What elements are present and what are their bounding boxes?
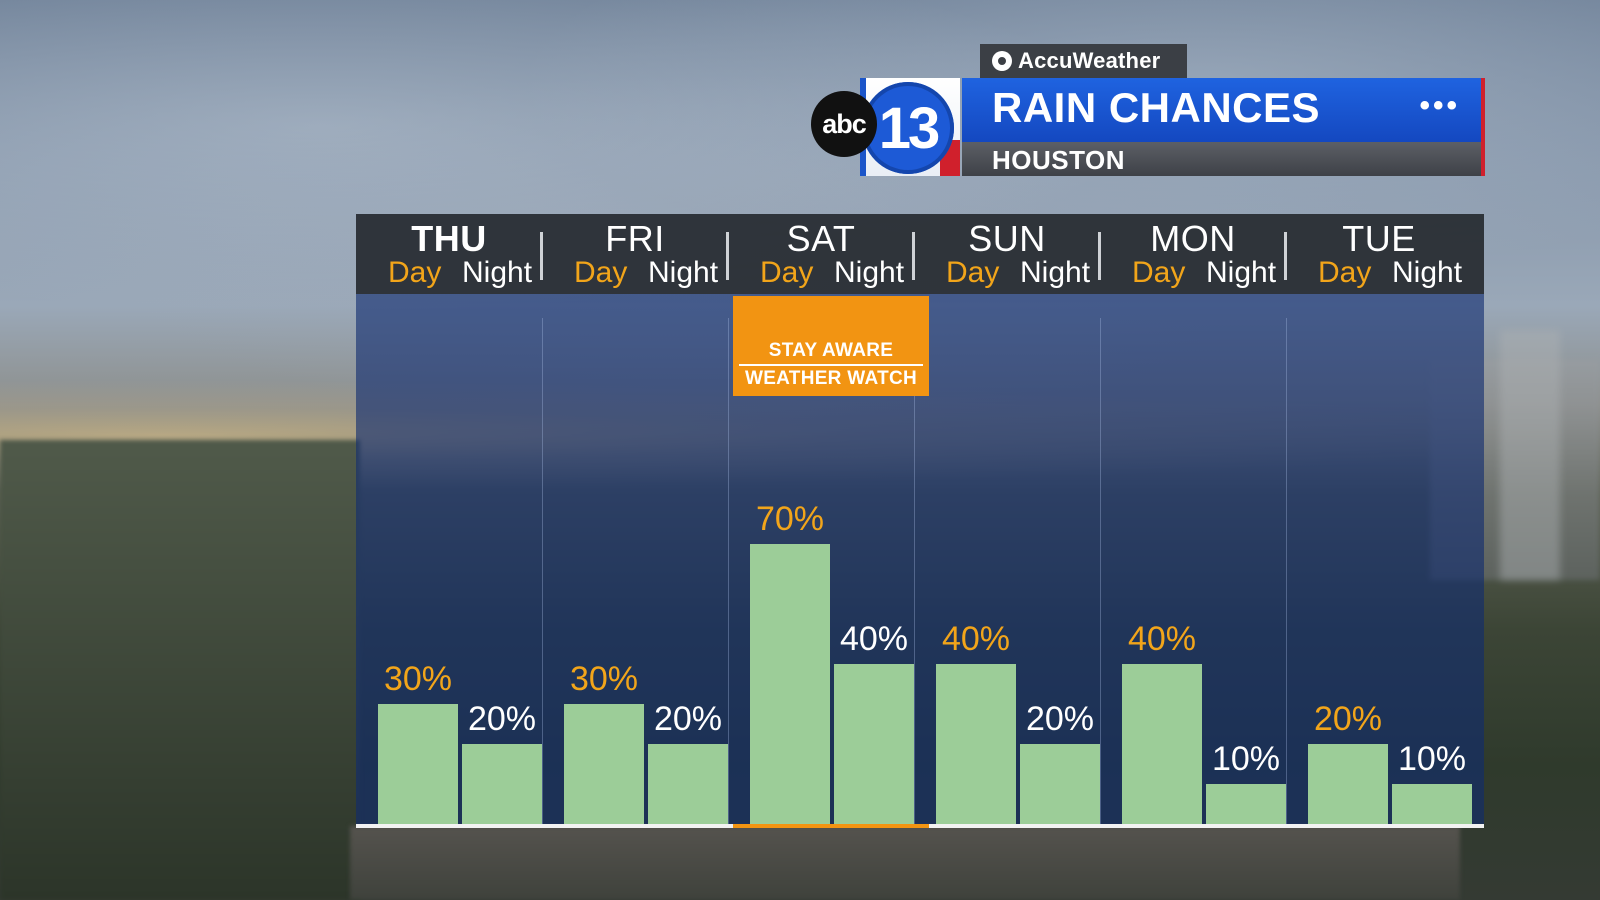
- column-divider: [914, 318, 915, 824]
- value-label-fri-day: 30%: [569, 660, 639, 698]
- location-bar: HOUSTON: [962, 142, 1481, 176]
- sponsor-label: AccuWeather: [1018, 48, 1161, 73]
- chart-header-band: [356, 214, 1484, 294]
- alert-divider: [739, 364, 923, 366]
- bar-fri-day: [564, 704, 644, 824]
- value-label-sat-night: 40%: [839, 620, 909, 658]
- bar-fri-night: [648, 744, 728, 824]
- bar-thu-day: [378, 704, 458, 824]
- night-sublabel: Night: [834, 256, 905, 289]
- value-label-fri-night: 20%: [653, 700, 723, 738]
- value-label-mon-day: 40%: [1127, 620, 1197, 658]
- day-sublabel: Day: [946, 256, 1000, 289]
- day-name: TUE: [1342, 218, 1416, 259]
- day-name: THU: [411, 218, 487, 259]
- day-sublabel: Day: [574, 256, 628, 289]
- column-divider: [542, 318, 543, 824]
- value-label-thu-night: 20%: [467, 700, 537, 738]
- bar-tue-day: [1308, 744, 1388, 824]
- abc-logo: abc: [811, 91, 877, 157]
- location-label: HOUSTON: [992, 145, 1126, 175]
- bar-mon-night: [1206, 784, 1286, 824]
- background-trees: [0, 440, 360, 900]
- day-header-sat: SAT Day Night: [728, 214, 914, 294]
- header-divider: [726, 232, 729, 280]
- night-sublabel: Night: [462, 256, 533, 289]
- sun-icon: [992, 51, 1012, 71]
- day-sublabel: Day: [1132, 256, 1186, 289]
- bar-sun-day: [936, 664, 1016, 824]
- page-title: RAIN CHANCES: [992, 84, 1321, 131]
- day-sublabel: Day: [388, 256, 442, 289]
- accuweather-tab: AccuWeather: [980, 44, 1187, 78]
- weather-watch-badge: STAY AWARE WEATHER WATCH: [733, 296, 929, 396]
- column-divider: [1100, 318, 1101, 824]
- value-label-thu-day: 30%: [383, 660, 453, 698]
- more-dots-icon: •••: [1419, 89, 1460, 122]
- day-header-sun: SUN Day Night: [914, 214, 1100, 294]
- title-red-edge: [1481, 78, 1485, 176]
- day-sublabel: Day: [760, 256, 814, 289]
- day-header-fri: FRI Day Night: [542, 214, 728, 294]
- header-divider: [540, 232, 543, 280]
- day-sublabel: Day: [1318, 256, 1372, 289]
- column-divider: [1286, 318, 1287, 824]
- value-label-tue-night: 10%: [1397, 740, 1467, 778]
- column-divider: [728, 318, 729, 824]
- value-label-sun-day: 40%: [941, 620, 1011, 658]
- night-sublabel: Night: [1392, 256, 1463, 289]
- bar-sat-day: [750, 544, 830, 824]
- value-label-sat-day: 70%: [755, 500, 825, 538]
- bar-mon-day: [1122, 664, 1202, 824]
- night-sublabel: Night: [648, 256, 719, 289]
- bar-sat-night: [834, 664, 914, 824]
- day-header-thu: THU Day Night: [356, 214, 542, 294]
- title-bar: RAIN CHANCES •••: [962, 78, 1484, 142]
- day-name: MON: [1150, 218, 1236, 259]
- bar-sun-night: [1020, 744, 1100, 824]
- value-label-tue-day: 20%: [1313, 700, 1383, 738]
- day-header-mon: MON Day Night: [1100, 214, 1286, 294]
- day-header-tue: TUE Day Night: [1286, 214, 1472, 294]
- station-number-logo: 13: [862, 82, 954, 174]
- day-name: FRI: [605, 218, 665, 259]
- alert-line-2: WEATHER WATCH: [744, 368, 918, 389]
- day-name: SAT: [786, 218, 856, 259]
- night-sublabel: Night: [1020, 256, 1091, 289]
- day-name: SUN: [968, 218, 1046, 259]
- alert-line-1: STAY AWARE: [768, 340, 894, 361]
- value-label-sun-night: 20%: [1025, 700, 1095, 738]
- background-tower: [1500, 330, 1560, 580]
- bar-thu-night: [462, 744, 542, 824]
- background-road: [350, 826, 1460, 900]
- header-divider: [1284, 232, 1287, 280]
- bar-tue-night: [1392, 784, 1472, 824]
- value-label-mon-night: 10%: [1211, 740, 1281, 778]
- header-divider: [912, 232, 915, 280]
- header-divider: [1098, 232, 1101, 280]
- alert-underline: [733, 824, 929, 828]
- night-sublabel: Night: [1206, 256, 1277, 289]
